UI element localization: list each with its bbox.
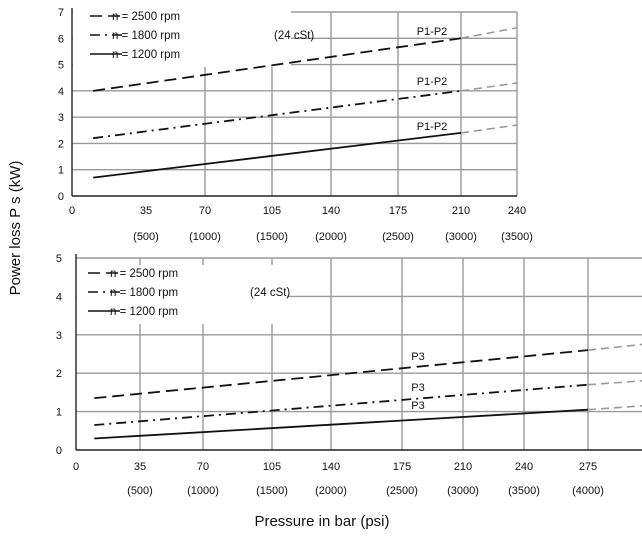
- x-sub-tick-label: (2500): [382, 231, 414, 243]
- x-tick-label: 140: [322, 205, 340, 217]
- series-line: [93, 132, 462, 179]
- x-tick-label: 105: [263, 461, 281, 473]
- series-annotation: P3: [411, 382, 424, 394]
- y-tick-label: 0: [56, 445, 62, 457]
- x-tick-label: 0: [69, 205, 75, 217]
- x-tick-label: 35: [140, 205, 152, 217]
- legend-entry: n = 1800 rpm: [112, 30, 180, 42]
- series-annotation: P3: [411, 351, 424, 363]
- series-extension: [460, 124, 518, 134]
- x-sub-tick-label: (2000): [315, 485, 347, 497]
- x-sub-tick-label: (2500): [386, 485, 418, 497]
- y-tick-label: 0: [58, 191, 64, 203]
- x-tick-label: 0: [73, 461, 79, 473]
- y-tick-label: 1: [58, 165, 64, 177]
- x-sub-tick-label: (3500): [508, 485, 540, 497]
- legend-entry: n = 2500 rpm: [112, 11, 180, 23]
- series-annotation: P1-P2: [417, 26, 448, 38]
- x-sub-tick-label: (1000): [187, 485, 219, 497]
- x-sub-tick-label: (1500): [256, 485, 288, 497]
- series-extension: [587, 343, 642, 351]
- x-tick-label: 70: [199, 205, 211, 217]
- y-tick-label: 3: [58, 112, 64, 124]
- y-tick-label: 6: [58, 33, 64, 45]
- x-tick-label: 140: [322, 461, 340, 473]
- legend-note: (24 cSt): [274, 30, 314, 42]
- y-tick-label: 3: [56, 330, 62, 342]
- series-extension: [460, 82, 518, 92]
- series-extension: [587, 405, 642, 411]
- x-sub-tick-label: (500): [127, 485, 153, 497]
- series-extension: [460, 26, 518, 40]
- x-sub-tick-label: (1000): [189, 231, 221, 243]
- x-sub-tick-label: (500): [133, 231, 159, 243]
- y-tick-label: 7: [58, 7, 64, 19]
- x-sub-tick-label: (3000): [445, 231, 477, 243]
- x-tick-label: 240: [515, 461, 533, 473]
- series-annotation: P1-P2: [417, 76, 448, 88]
- x-tick-label: 175: [393, 461, 411, 473]
- x-tick-label: 210: [454, 461, 472, 473]
- legend-background: [77, 265, 287, 324]
- series-line: [94, 349, 589, 400]
- y-tick-label: 2: [56, 368, 62, 380]
- legend-entry: n = 1800 rpm: [110, 287, 178, 299]
- x-sub-tick-label: (1500): [256, 231, 288, 243]
- y-tick-label: 5: [56, 253, 62, 265]
- legend-note: (24 cSt): [250, 287, 290, 299]
- y-tick-label: 1: [56, 407, 62, 419]
- series-line: [93, 37, 462, 92]
- x-sub-tick-label: (2000): [315, 231, 347, 243]
- legend-background: [73, 8, 291, 67]
- y-axis-label: Power loss P s (kW): [7, 161, 24, 296]
- legend-entry: n = 2500 rpm: [110, 268, 178, 280]
- x-axis-label: Pressure in bar (psi): [254, 513, 389, 530]
- series-line: [94, 408, 589, 440]
- y-tick-label: 4: [58, 86, 64, 98]
- x-sub-tick-label: (3000): [447, 485, 479, 497]
- x-sub-tick-label: (3500): [501, 231, 533, 243]
- x-tick-label: 210: [452, 205, 470, 217]
- x-tick-label: 275: [579, 461, 597, 473]
- y-tick-label: 5: [58, 60, 64, 72]
- series-extension: [587, 380, 642, 386]
- x-tick-label: 105: [263, 205, 281, 217]
- x-tick-label: 175: [389, 205, 407, 217]
- legend-entry: n = 1200 rpm: [112, 49, 180, 61]
- y-tick-label: 4: [56, 291, 62, 303]
- legend-entry: n = 1200 rpm: [110, 306, 178, 318]
- chart-panel-bottom: 0 1 2 3 4 5 0 35 70 105 140 175 210 240 275 (500) (1000)…: [56, 253, 642, 497]
- y-tick-label: 2: [58, 138, 64, 150]
- series-annotation: P3: [411, 400, 424, 412]
- x-tick-label: 35: [134, 461, 146, 473]
- series-line: [94, 383, 589, 426]
- series-line: [93, 89, 462, 140]
- x-tick-label: 70: [197, 461, 209, 473]
- series-annotation: P1-P2: [417, 121, 448, 133]
- x-tick-label: 240: [508, 205, 526, 217]
- x-sub-tick-label: (4000): [572, 485, 604, 497]
